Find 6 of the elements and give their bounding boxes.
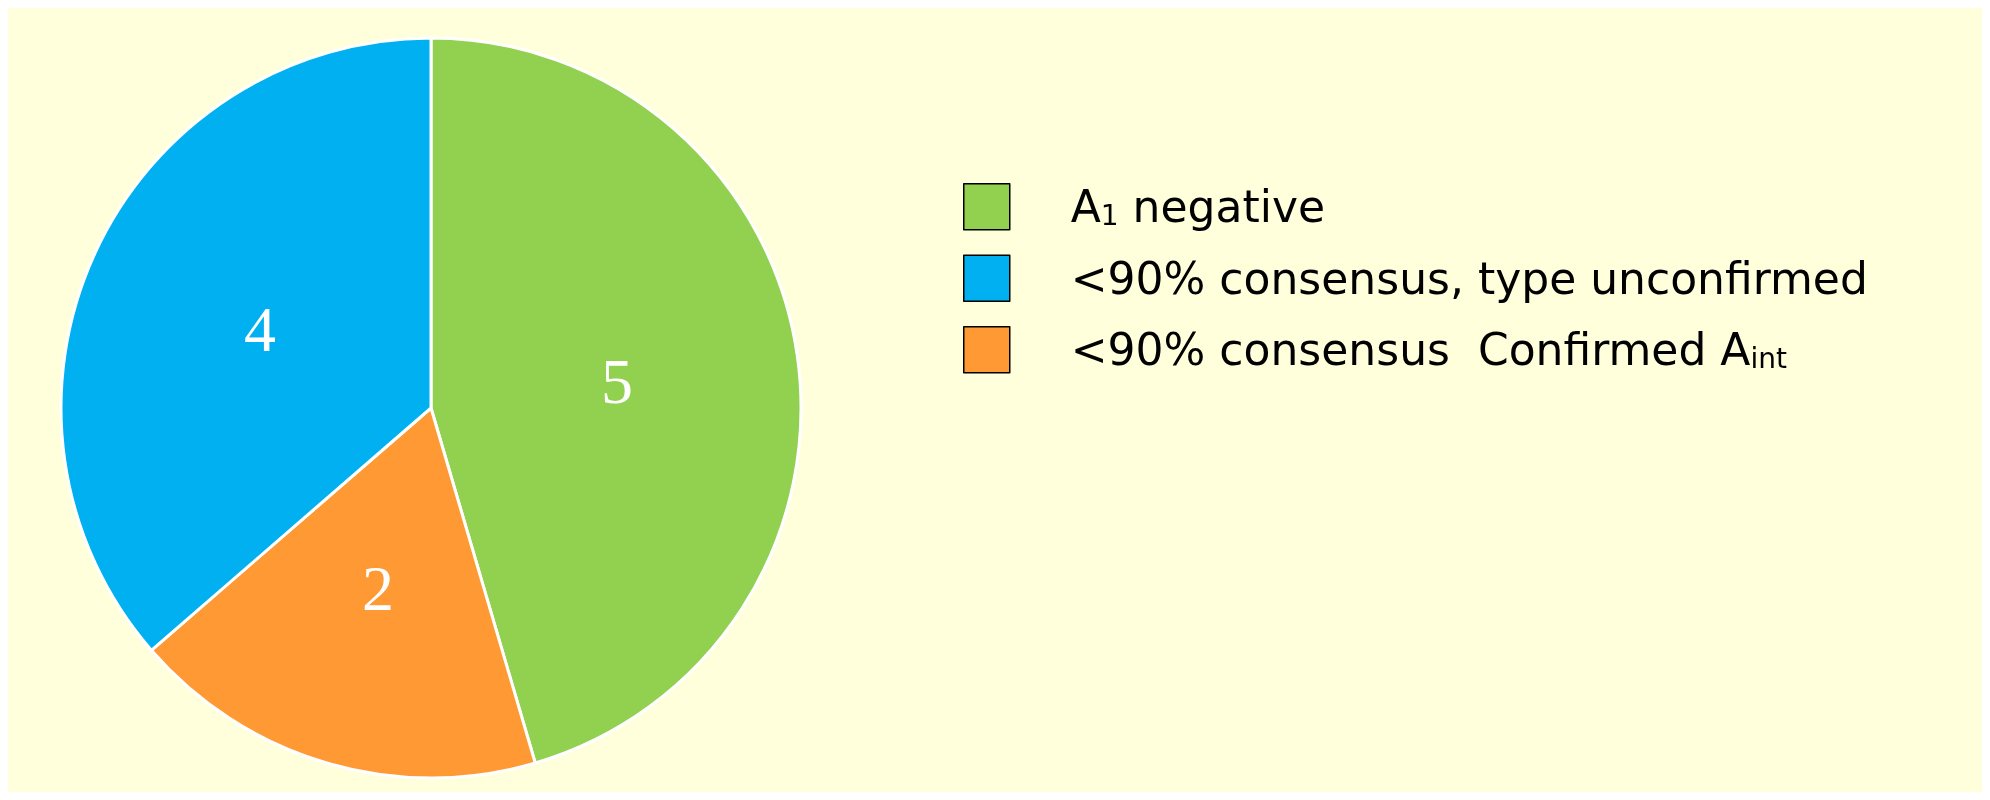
legend-label: <90% consensus, type unconfirmed <box>1014 252 1868 304</box>
legend-label: A1 negative <box>1014 181 1326 233</box>
data-label: 2 <box>362 552 395 624</box>
data-label: 4 <box>243 294 276 366</box>
data-label: 5 <box>601 345 634 417</box>
legend-label: <90% consensus Confirmed Aint <box>1014 324 1787 376</box>
